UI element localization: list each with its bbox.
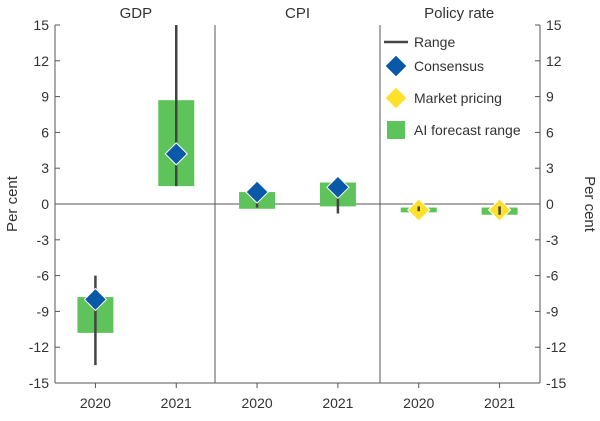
y-tick-label-right: 0 (546, 196, 554, 212)
y-tick-label-right: -3 (546, 232, 559, 248)
y-tick-label-right: -6 (546, 268, 559, 284)
legend-label-consensus: Consensus (414, 58, 484, 74)
y-tick-label-left: 0 (41, 196, 49, 212)
y-tick-label-right: 12 (546, 53, 562, 69)
panel-title-3: Policy rate (424, 5, 494, 22)
x-tick-label: 2020 (242, 395, 273, 411)
panel-title-1: GDP (120, 5, 153, 22)
consensus-marker (326, 175, 350, 200)
y-tick-label-right: 9 (546, 89, 554, 105)
y-tick-label-left: 3 (41, 160, 49, 176)
legend-ai-forecast-swatch (387, 121, 405, 139)
y-tick-label-right: 3 (546, 160, 554, 176)
y-tick-label-left: 6 (41, 124, 49, 140)
y-tick-label-right: -9 (546, 303, 559, 319)
y-tick-label-left: -15 (29, 375, 49, 391)
x-tick-label: 2021 (322, 395, 353, 411)
consensus-marker (245, 180, 269, 204)
y-axis-title-right: Per cent (581, 176, 598, 233)
legend-consensus-swatch (384, 54, 408, 78)
y-tick-label-left: 15 (33, 17, 49, 33)
legend-label-range: Range (414, 34, 455, 50)
y-tick-label-right: 6 (546, 124, 554, 140)
y-tick-label-left: -6 (37, 268, 50, 284)
y-tick-label-left: -9 (37, 303, 50, 319)
y-tick-label-left: -12 (29, 339, 49, 355)
x-tick-label: 2021 (161, 395, 192, 411)
x-tick-label: 2021 (484, 395, 515, 411)
x-tick-label: 2020 (403, 395, 434, 411)
y-tick-label-right: -12 (546, 339, 566, 355)
y-tick-label-right: 15 (546, 17, 562, 33)
legend-label-market-pricing: Market pricing (414, 90, 502, 106)
y-axis-title-left: Per cent (4, 175, 21, 232)
y-tick-label-left: -3 (37, 232, 50, 248)
consensus-marker (164, 142, 188, 166)
panel-title-2: CPI (285, 5, 310, 22)
x-tick-label: 2020 (80, 395, 111, 411)
y-tick-label-right: -15 (546, 375, 566, 391)
legend-label-ai-forecast_range: AI forecast range (414, 122, 521, 138)
consensus-marker (83, 287, 108, 312)
y-tick-label-left: 9 (41, 89, 49, 105)
legend-market-pricing-swatch (384, 86, 408, 110)
y-tick-label-left: 12 (33, 53, 49, 69)
